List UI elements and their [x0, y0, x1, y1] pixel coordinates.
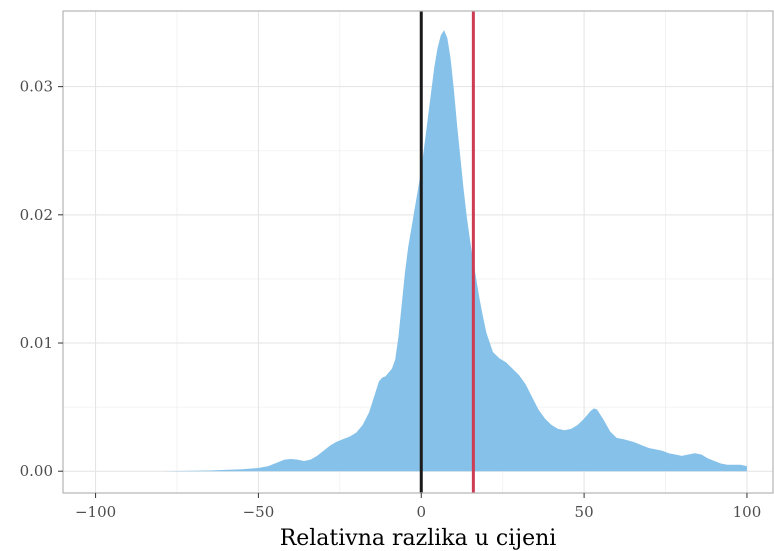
x-axis-title: Relativna razlika u cijeni	[280, 526, 557, 551]
y-tick-label: 0.00	[20, 462, 53, 480]
x-tick-label: −100	[75, 503, 116, 521]
x-tick-label: 0	[416, 503, 426, 521]
plot-border	[62, 10, 774, 494]
y-axis: 0.00 0.01 0.02 0.03	[20, 78, 63, 480]
y-tick-label: 0.02	[20, 206, 53, 224]
x-tick-label: −50	[243, 503, 275, 521]
x-tick-label: 100	[733, 503, 762, 521]
x-tick-label: 50	[575, 503, 594, 521]
reference-lines	[419, 11, 475, 493]
x-axis: −100 −50 0 50 100	[75, 493, 761, 521]
y-tick-label: 0.03	[20, 78, 53, 96]
y-tick-label: 0.01	[20, 334, 53, 352]
